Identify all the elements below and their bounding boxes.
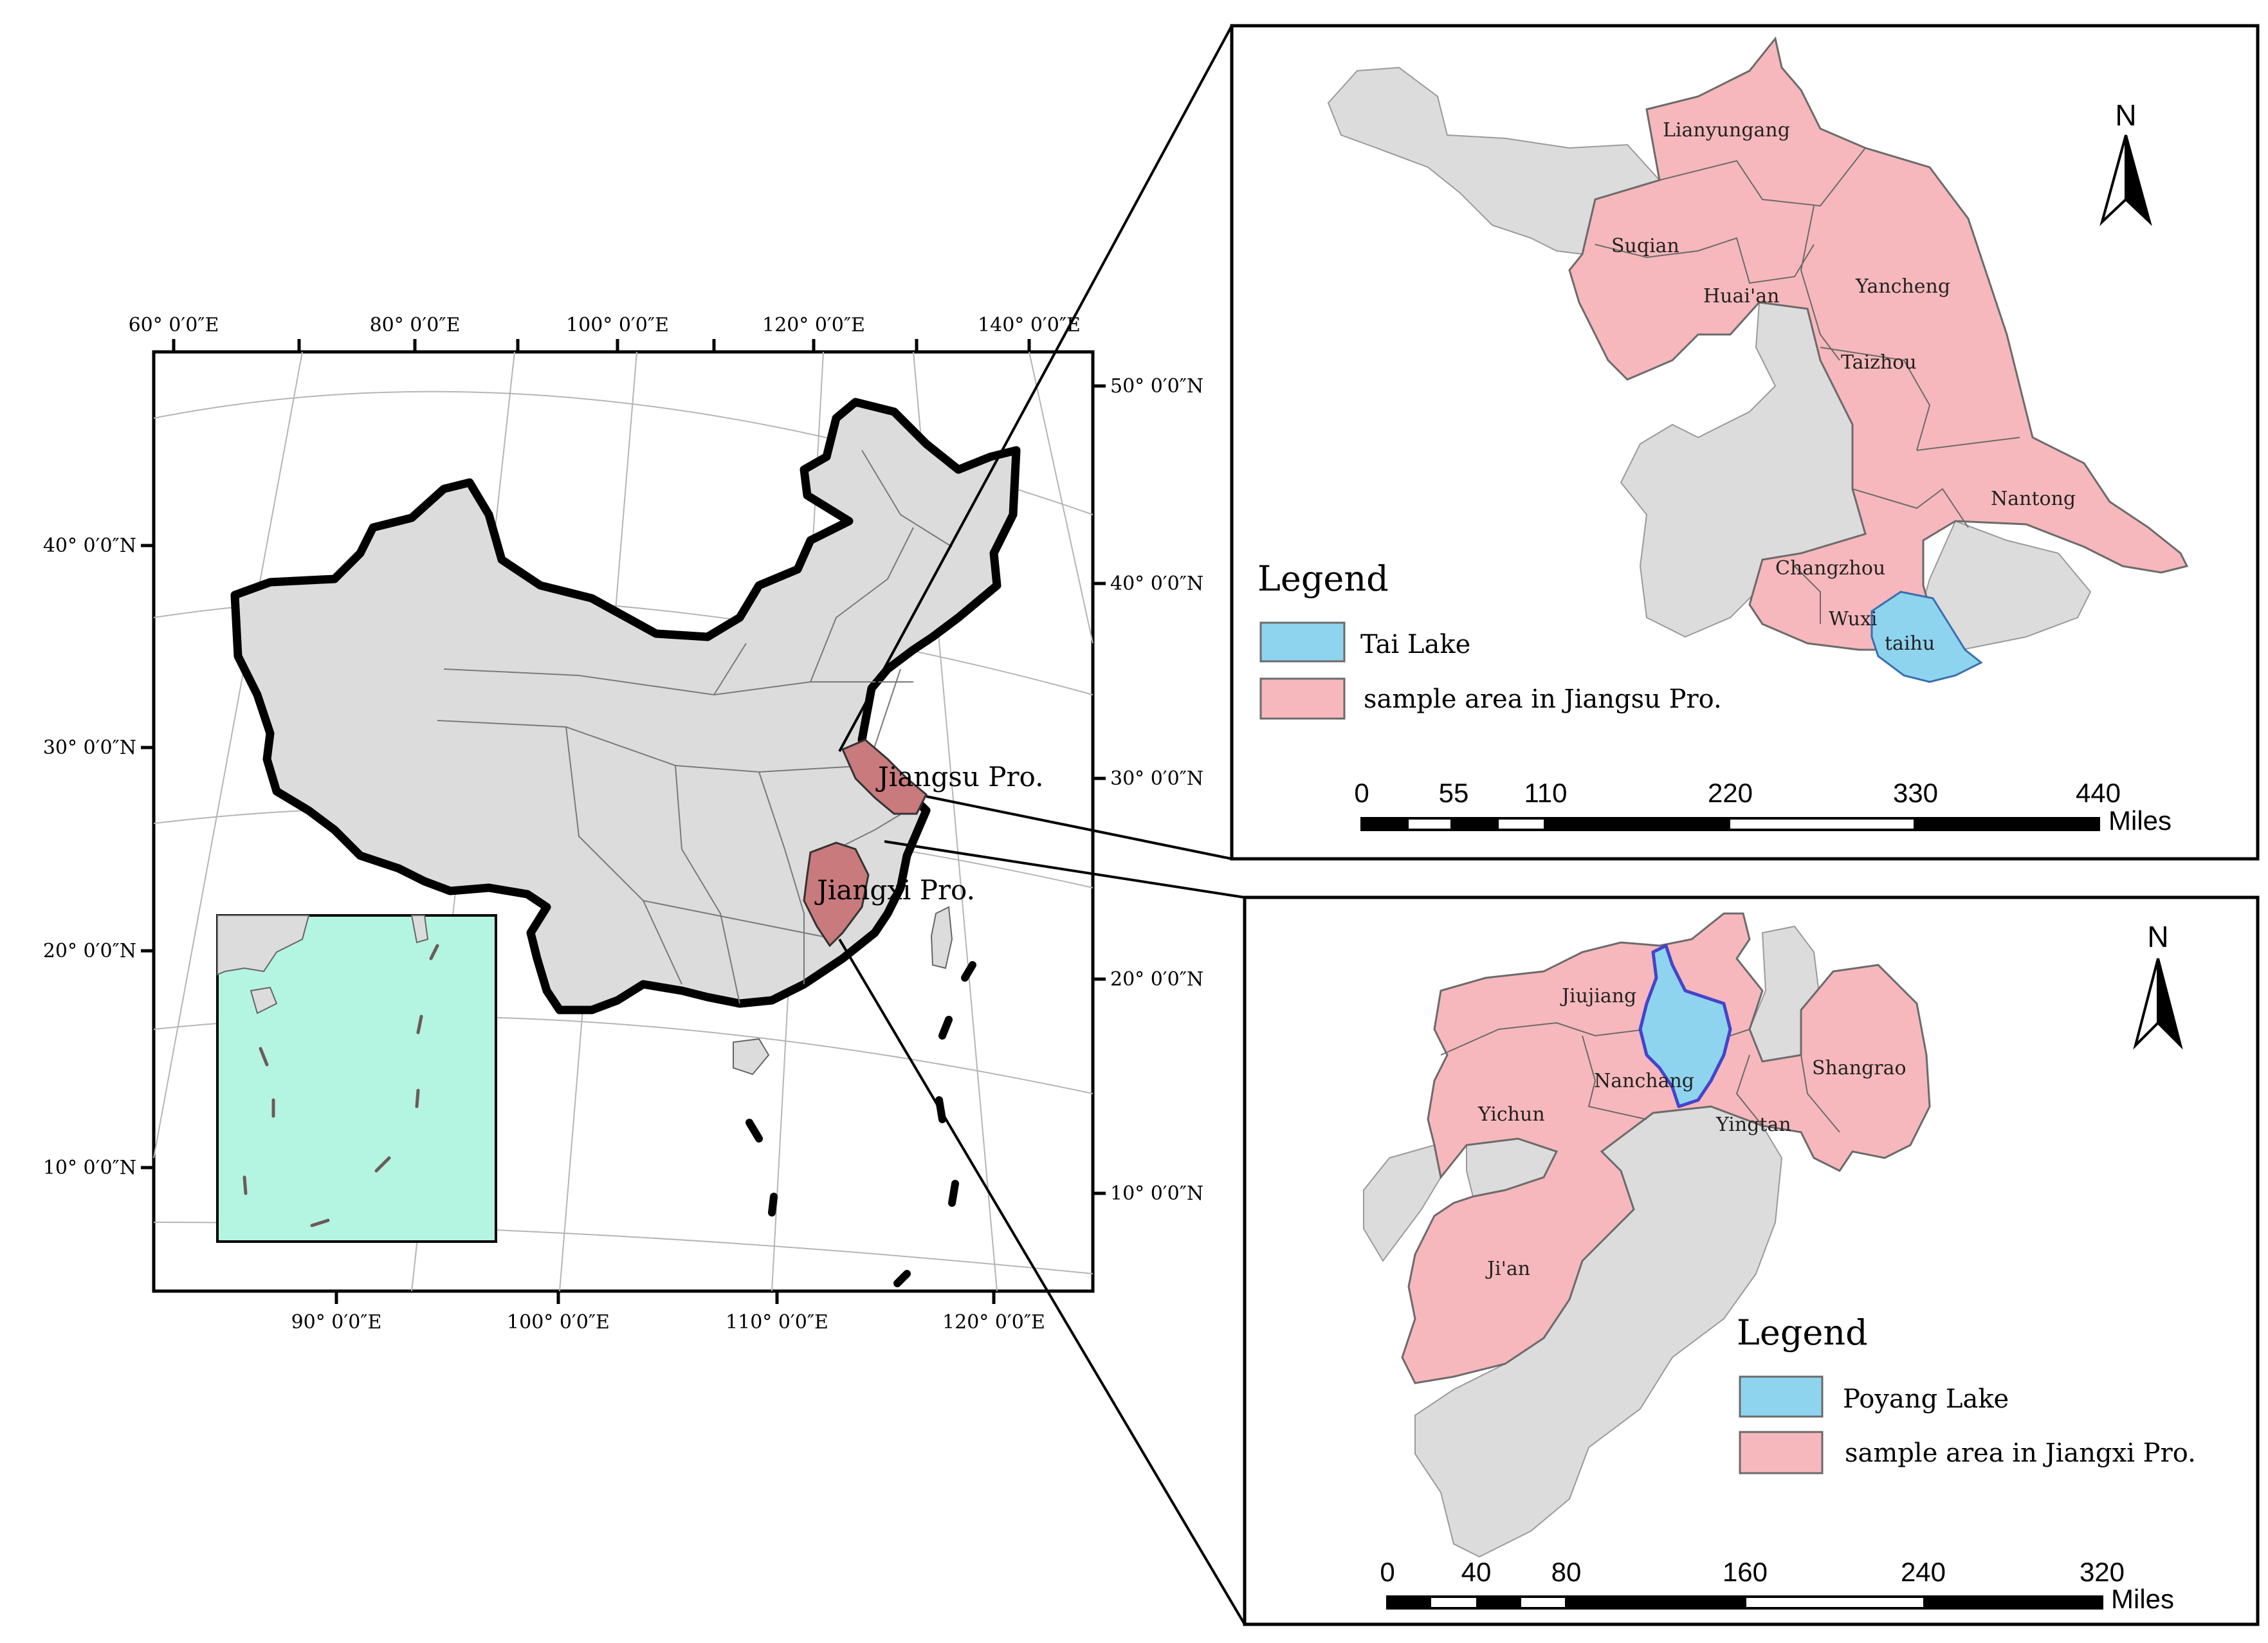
legend-label: Poyang Lake [1843, 1384, 2009, 1414]
south-china-sea-inset [216, 914, 497, 1243]
lat-label-left: 20° 0′0″N [43, 940, 136, 962]
lon-label-bottom: 120° 0′0″E [942, 1311, 1045, 1334]
scale-tick: 330 [1893, 778, 1938, 808]
legend-swatch-sample [1739, 1431, 1824, 1474]
lon-label-top: 140° 0′0″E [978, 314, 1081, 336]
scale-tick: 0 [1380, 1557, 1395, 1587]
city-label: Taizhou [1841, 351, 1917, 374]
lat-label-right: 50° 0′0″N [1110, 375, 1203, 398]
legend-swatch-lake [1739, 1375, 1824, 1418]
svg-text:N: N [2147, 920, 2168, 953]
city-label: Yingtan [1715, 1114, 1791, 1136]
scale-tick: 110 [1524, 778, 1568, 808]
scale-tick: 80 [1551, 1557, 1582, 1587]
city-label: Nanchang [1594, 1070, 1694, 1092]
scale-tick: 40 [1461, 1557, 1492, 1587]
city-label: Nantong [1991, 488, 2076, 510]
legend-swatch-lake [1259, 621, 1346, 663]
lon-label-bottom: 100° 0′0″E [507, 1311, 610, 1334]
city-label: Lianyungang [1663, 119, 1790, 142]
lat-label-left: 10° 0′0″N [43, 1157, 136, 1179]
scale-tick: 240 [1901, 1557, 1946, 1587]
city-label: Yichun [1477, 1103, 1545, 1126]
scale-unit: Miles [2111, 1584, 2174, 1614]
jiangsu-province-label: Jiangsu Pro. [875, 761, 1043, 793]
legend-swatch-sample [1259, 677, 1346, 720]
legend-label: sample area in Jiangsu Pro. [1364, 684, 1722, 714]
scale-tick: 220 [1708, 778, 1753, 808]
lon-label-top: 120° 0′0″E [762, 314, 865, 336]
lat-label-left: 40° 0′0″N [43, 535, 136, 557]
north-arrow-icon: N [2133, 920, 2183, 1050]
scale-tick: 0 [1354, 778, 1369, 808]
city-label: taihu [1885, 632, 1935, 655]
city-label: Suqian [1611, 235, 1679, 257]
lon-label-top: 60° 0′0″E [129, 314, 219, 336]
lat-label-right: 30° 0′0″N [1110, 767, 1203, 790]
scale-tick: 440 [2076, 778, 2121, 808]
city-label: Shangrao [1812, 1057, 1907, 1079]
city-label: Ji'an [1485, 1258, 1530, 1280]
jiangxi-province-label: Jiangxi Pro. [814, 874, 975, 906]
lat-label-right: 40° 0′0″N [1110, 573, 1203, 595]
jiangsu-detail-panel: Lianyungang Suqian Huai'an Yancheng Taiz… [1230, 24, 2260, 861]
lon-label-top: 100° 0′0″E [566, 314, 669, 336]
scale-tick: 160 [1723, 1557, 1768, 1587]
city-label: Huai'an [1703, 285, 1779, 307]
jiangsu-legend: Legend Tai Lake sample area in Jiangsu P… [1257, 558, 1722, 720]
jiangsu-scale-bar: 0 55 110 220 330 440 Miles [1354, 778, 2172, 836]
city-label: Wuxi [1829, 608, 1877, 630]
svg-text:N: N [2115, 98, 2136, 132]
lon-label-bottom: 90° 0′0″E [291, 1311, 382, 1334]
lat-label-right: 10° 0′0″N [1110, 1182, 1203, 1205]
jiangxi-legend: Legend Poyang Lake sample area in Jiangx… [1737, 1312, 2196, 1474]
main-china-map: 60° 0′0″E 80° 0′0″E 100° 0′0″E 120° 0′0″… [43, 314, 1203, 1334]
connector-lines [838, 25, 1246, 1626]
city-label: Changzhou [1775, 557, 1885, 580]
city-label: Jiujiang [1560, 985, 1636, 1007]
lat-label-left: 30° 0′0″N [43, 737, 136, 759]
lon-label-bottom: 110° 0′0″E [726, 1311, 828, 1334]
north-arrow-icon: N [2099, 98, 2152, 226]
lon-label-top: 80° 0′0″E [370, 314, 461, 336]
scale-tick: 320 [2080, 1557, 2125, 1587]
legend-label: Tai Lake [1360, 630, 1470, 659]
scale-unit: Miles [2108, 805, 2172, 836]
lat-label-right: 20° 0′0″N [1110, 968, 1203, 991]
jiangxi-detail-panel: Jiujiang Nanchang Shangrao Yichun Yingta… [1243, 895, 2260, 1626]
legend-title: Legend [1257, 558, 1389, 599]
scale-tick: 55 [1439, 778, 1469, 808]
legend-title: Legend [1737, 1312, 1868, 1353]
city-label: Yancheng [1855, 275, 1950, 298]
legend-label: sample area in Jiangxi Pro. [1845, 1438, 2196, 1468]
jiangxi-scale-bar: 0 40 80 160 240 320 Miles [1380, 1557, 2174, 1614]
